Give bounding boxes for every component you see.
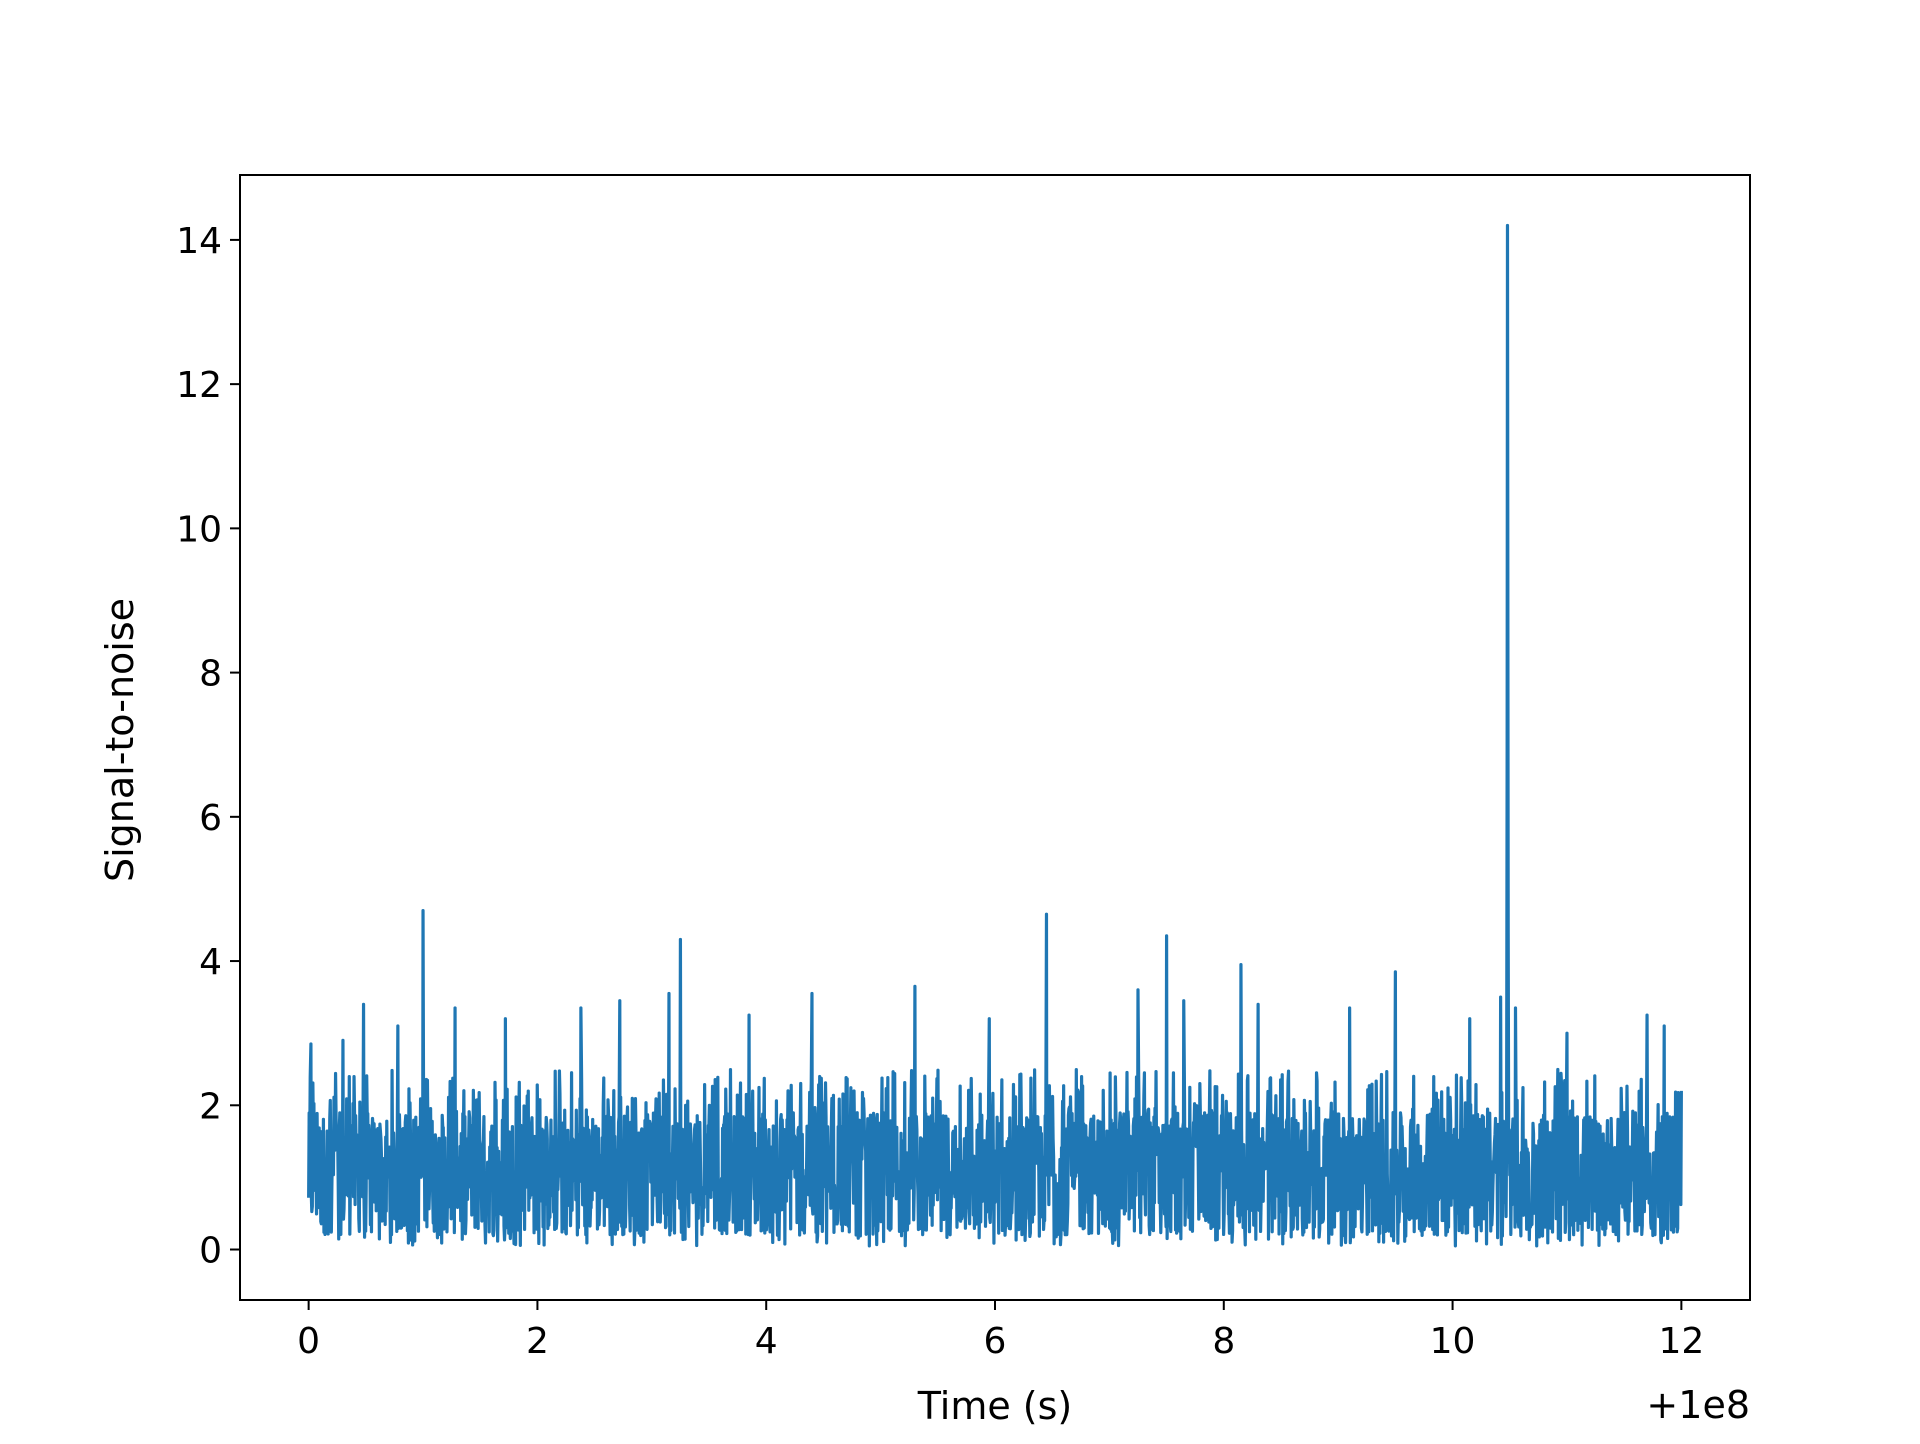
x-axis: 0 2 4 6 8 10 12 xyxy=(297,1300,1704,1362)
y-tick-label: 10 xyxy=(176,509,222,550)
x-tick-label: 12 xyxy=(1658,1321,1704,1362)
y-axis: 0 2 4 6 8 10 12 14 xyxy=(176,221,240,1272)
x-tick-label: 0 xyxy=(297,1321,320,1362)
x-tick-label: 2 xyxy=(526,1321,549,1362)
y-axis-label: Signal-to-noise xyxy=(98,598,142,882)
snr-series-line xyxy=(307,223,1683,1248)
x-tick-label: 6 xyxy=(984,1321,1007,1362)
y-tick-label: 12 xyxy=(176,365,222,406)
x-offset-label: +1e8 xyxy=(1646,1383,1750,1427)
x-tick-label: 4 xyxy=(755,1321,778,1362)
y-tick-label: 0 xyxy=(199,1231,222,1272)
x-tick-label: 8 xyxy=(1212,1321,1235,1362)
x-tick-label: 10 xyxy=(1430,1321,1476,1362)
x-axis-label: Time (s) xyxy=(917,1384,1073,1428)
y-tick-label: 14 xyxy=(176,221,222,262)
series-layer xyxy=(307,223,1683,1248)
y-tick-label: 6 xyxy=(199,798,222,839)
y-tick-label: 8 xyxy=(199,654,222,695)
y-tick-label: 2 xyxy=(199,1086,222,1127)
y-tick-label: 4 xyxy=(199,942,222,983)
